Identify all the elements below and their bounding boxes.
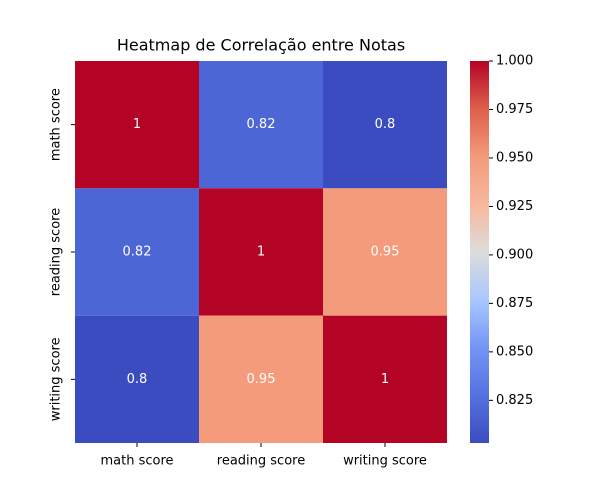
colorbar-tick-label: 1.000 [496, 54, 533, 69]
cell-label: 1 [133, 117, 141, 132]
heatmap-cell [199, 61, 323, 189]
cell-label: 0.8 [127, 372, 148, 387]
y-tick-label: reading score [49, 208, 64, 296]
cell-label: 0.82 [123, 245, 152, 260]
x-tick-label: math score [100, 454, 173, 469]
x-tick-label: writing score [343, 454, 427, 469]
cell-label: 0.8 [375, 117, 396, 132]
colorbar-tick-label: 0.850 [496, 344, 533, 359]
y-tick-label: math score [49, 88, 64, 161]
cell-label: 0.82 [247, 117, 276, 132]
colorbar-tick-label: 0.925 [496, 199, 533, 214]
heatmap-cell [75, 61, 199, 189]
colorbar-tick-label: 0.950 [496, 150, 533, 165]
colorbar-tick-label: 0.900 [496, 247, 533, 262]
heatmap-cell [199, 188, 323, 316]
y-tick-label: writing score [49, 337, 64, 421]
colorbar [470, 61, 489, 443]
colorbar-tick-label: 0.975 [496, 102, 533, 117]
cell-label: 1 [381, 372, 389, 387]
cell-label: 1 [257, 245, 265, 260]
heatmap-cell [75, 188, 199, 316]
heatmap-cell [199, 315, 323, 443]
x-tick-label: reading score [217, 454, 305, 469]
heatmap-cell [75, 315, 199, 443]
colorbar-tick-label: 0.825 [496, 393, 533, 408]
colorbar-tick-label: 0.875 [496, 296, 533, 311]
chart-title: Heatmap de Correlação entre Notas [117, 36, 405, 55]
cell-label: 0.95 [247, 372, 276, 387]
heatmap-cell [323, 61, 447, 189]
cell-label: 0.95 [371, 245, 400, 260]
heatmap-cell [323, 188, 447, 316]
heatmap-cell [323, 315, 447, 443]
